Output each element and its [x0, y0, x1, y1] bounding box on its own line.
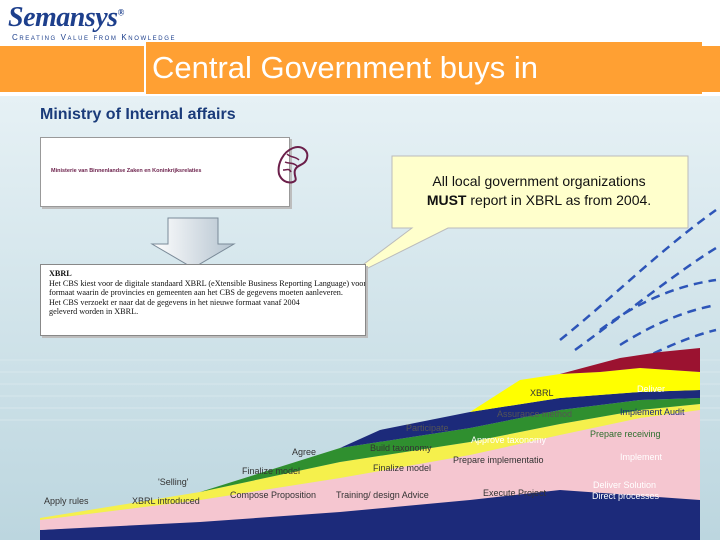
- band-pink: [40, 410, 700, 530]
- ministry-letterhead: Ministerie van Binnenlandse Zaken en Kon…: [40, 137, 309, 207]
- label-selling: 'Selling': [158, 477, 189, 487]
- band-maroon: [560, 348, 700, 374]
- label-training-design: Training/ design Advice: [336, 490, 429, 500]
- dashed-curves: [559, 208, 717, 362]
- band-dark-blue: [40, 432, 700, 540]
- label-implement: Implement: [620, 452, 663, 462]
- label-participate: Participate: [406, 423, 449, 433]
- band-yellow-low: [40, 404, 700, 520]
- lion-emblem-icon: [277, 146, 309, 184]
- label-approve-taxonomy: Approve taxonomy: [471, 435, 547, 445]
- logo-tagline: Creating Value from Knowledge: [12, 33, 177, 42]
- label-build-taxonomy: Build taxonomy: [370, 443, 432, 453]
- slide-title: Central Government buys in: [152, 50, 538, 85]
- semansys-logo: Semansys®: [8, 2, 124, 33]
- label-finalize-model-2: Finalize model: [373, 463, 432, 473]
- label-deliver: Deliver: [637, 384, 666, 394]
- label-compose-proposition: Compose Proposition: [230, 490, 317, 500]
- label-xbrl: XBRL: [530, 388, 554, 398]
- callout-text: All local government organizations MUST …: [426, 173, 652, 208]
- title-box: [144, 40, 702, 94]
- ministry-name: Ministerie van Binnenlandse Zaken en Kon…: [51, 168, 202, 174]
- excerpt-line: Het CBS kiest voor de digitale standaard…: [49, 278, 366, 288]
- label-agree: Agree: [292, 447, 317, 457]
- xbrl-excerpt: XBRL Het CBS kiest voor de digitale stan…: [40, 264, 366, 336]
- excerpt-line: formaat waarin de provincies en gemeente…: [49, 288, 343, 298]
- label-implement-audit: Implement Audit: [620, 407, 685, 417]
- excerpt-heading: XBRL: [49, 269, 72, 278]
- label-execute-project: Execute Project: [483, 488, 547, 498]
- band-yellow-top: [470, 368, 700, 412]
- label-xbrl-introduced: XBRL introduced: [132, 496, 200, 506]
- band-green: [200, 398, 700, 492]
- label-apply-rules: Apply rules: [44, 496, 89, 506]
- process-arrow: [150, 217, 236, 269]
- excerpt-line: Het CBS verzoekt er naar dat de gegevens…: [49, 297, 300, 307]
- label-finalize-model-1: Finalize model: [242, 466, 301, 476]
- excerpt-line: geleverd worden in XBRL.: [49, 307, 139, 317]
- label-prepare-receiving: Prepare receiving: [590, 429, 661, 439]
- band-navy: [340, 390, 700, 448]
- label-direct-processes: Direct processes: [592, 491, 660, 501]
- label-prepare-implementation: Prepare implementatio: [453, 455, 544, 465]
- label-deliver-solution: Deliver Solution: [593, 480, 657, 490]
- slide-subtitle: Ministry of Internal affairs: [40, 106, 236, 123]
- callout-bubble: [339, 155, 689, 283]
- label-assurance-method: Assurance method: [497, 409, 573, 419]
